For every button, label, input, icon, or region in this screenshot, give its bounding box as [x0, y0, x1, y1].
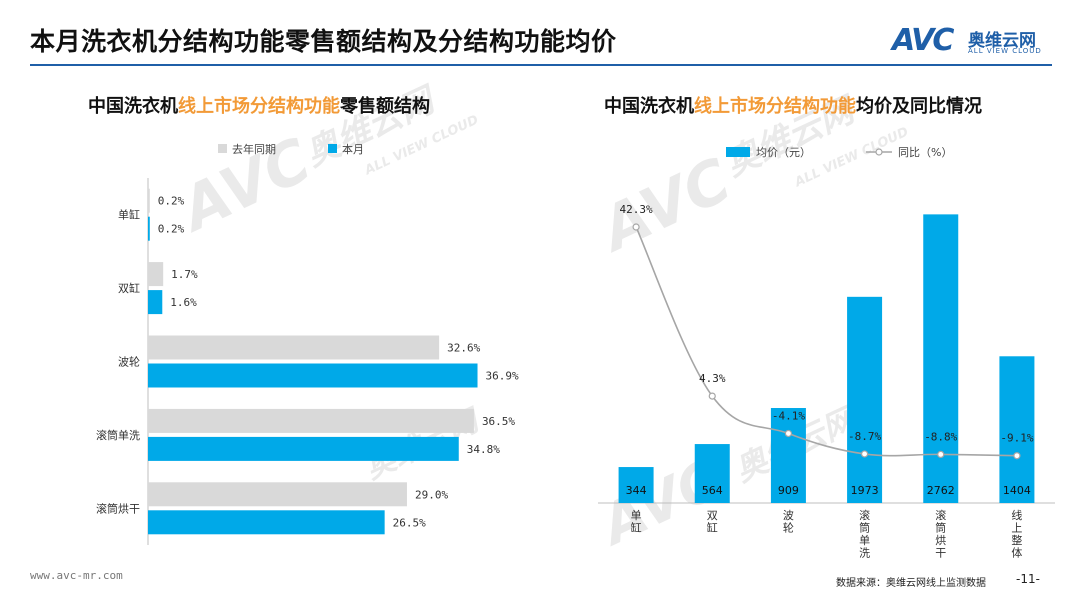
- footer-source: 数据来源：奥维云网线上监测数据: [836, 578, 986, 589]
- label-last-year: 1.7%: [171, 268, 198, 281]
- legend-label-yoy: 同比（%）: [898, 146, 952, 159]
- bar-avg-price: [923, 214, 959, 503]
- page-number: -11-: [1016, 572, 1040, 586]
- right-chart-title-part3: 均价及同比情况: [856, 96, 982, 117]
- right-category-label: 波: [783, 509, 794, 522]
- bar-last-year: [148, 188, 150, 213]
- logo-mark: AVC: [892, 23, 954, 58]
- label-this-month: 1.6%: [170, 296, 197, 309]
- label-this-month: 36.9%: [486, 370, 519, 383]
- right-category-label: 轮: [783, 521, 794, 535]
- left-category-label: 滚筒单洗: [96, 428, 140, 442]
- right-category-label: 洗: [859, 547, 870, 560]
- left-chart-title-part1: 中国洗衣机: [88, 96, 178, 117]
- right-category-label: 缸: [707, 521, 718, 535]
- right-category-label: 单: [859, 534, 870, 547]
- left-category-label: 单缸: [118, 208, 140, 222]
- bar-avg-price: [618, 467, 654, 503]
- right-chart-title-part1: 中国洗衣机: [604, 96, 694, 117]
- right-chart-title: 中国洗衣机线上市场分结构功能均价及同比情况: [604, 92, 982, 118]
- bar-this-month: [148, 216, 150, 241]
- right-category-label: 整: [1011, 533, 1022, 547]
- right-category-label: 上: [1011, 522, 1022, 535]
- yoy-point: [860, 450, 869, 458]
- left-category-label: 滚筒烘干: [96, 501, 140, 515]
- label-yoy: -4.1%: [772, 409, 805, 422]
- yoy-point: [632, 223, 640, 231]
- label-yoy: -8.8%: [924, 430, 957, 443]
- label-this-month: 34.8%: [467, 443, 500, 456]
- legend-swatch-this-month: [328, 144, 337, 153]
- right-category-label: 烘: [935, 533, 946, 547]
- yoy-point: [1013, 452, 1021, 460]
- right-category-label: 滚: [859, 508, 870, 522]
- label-avg-price: 2762: [927, 484, 955, 497]
- left-category-label: 双缸: [118, 281, 140, 295]
- right-category-label: 双: [707, 509, 718, 522]
- legend-swatch-avg-price: [726, 147, 750, 157]
- label-yoy: 4.3%: [699, 372, 726, 385]
- yoy-point: [708, 392, 716, 400]
- label-this-month: 0.2%: [158, 223, 185, 236]
- label-avg-price: 1973: [851, 484, 879, 497]
- right-category-label: 单: [631, 509, 642, 522]
- left-chart-title-highlight: 线上市场分结构功能: [178, 96, 340, 117]
- label-last-year: 29.0%: [415, 488, 448, 501]
- bar-last-year: [148, 262, 164, 287]
- right-category-label: 筒: [859, 521, 870, 535]
- label-yoy: -8.7%: [848, 430, 881, 443]
- yoy-point: [937, 450, 945, 458]
- label-avg-price: 1404: [1003, 484, 1031, 497]
- right-chart-title-highlight: 线上市场分结构功能: [694, 96, 856, 117]
- label-last-year: 32.6%: [447, 342, 480, 355]
- legend-swatch-last-year: [218, 144, 227, 153]
- page-title: 本月洗衣机分结构功能零售额结构及分结构功能均价: [30, 27, 617, 56]
- label-avg-price: 909: [778, 484, 799, 497]
- label-avg-price: 564: [702, 484, 723, 497]
- yoy-point: [784, 429, 793, 438]
- yoy-line: [635, 226, 1017, 457]
- right-category-label: 缸: [631, 521, 642, 535]
- footer-url: www.avc-mr.com: [30, 569, 123, 582]
- bar-this-month: [148, 290, 163, 315]
- bar-avg-price: [847, 296, 883, 503]
- right-category-label: 体: [1011, 546, 1022, 560]
- legend-label-avg-price: 均价（元）: [756, 146, 811, 159]
- logo-name-cn: 奥维云网: [968, 31, 1036, 51]
- label-yoy: -9.1%: [1000, 432, 1033, 445]
- legend-label-last-year: 去年同期: [232, 142, 276, 156]
- bar-last-year: [148, 482, 407, 507]
- label-last-year: 36.5%: [482, 415, 515, 428]
- bar-last-year: [148, 408, 474, 433]
- bar-avg-price: [999, 356, 1035, 503]
- bar-avg-price: [770, 408, 806, 503]
- brand-logo: AVC 奥维云网 ALL VIEW CLOUD: [892, 24, 1062, 60]
- legend-marker-yoy: [875, 148, 883, 156]
- bar-this-month: [148, 510, 385, 535]
- right-category-label: 干: [935, 547, 946, 560]
- left-category-label: 波轮: [118, 355, 140, 369]
- label-yoy: 42.3%: [620, 203, 653, 216]
- label-avg-price: 344: [626, 484, 647, 497]
- legend-label-this-month: 本月: [342, 142, 364, 156]
- bar-this-month: [148, 363, 478, 388]
- left-chart-title-part3: 零售额结构: [340, 96, 430, 117]
- left-chart-title: 中国洗衣机线上市场分结构功能零售额结构: [88, 92, 430, 118]
- logo-name-en: ALL VIEW CLOUD: [968, 47, 1042, 55]
- bar-avg-price: [694, 444, 730, 503]
- right-category-label: 滚: [935, 508, 946, 522]
- bar-this-month: [148, 436, 459, 461]
- right-category-label: 线: [1011, 508, 1022, 522]
- label-last-year: 0.2%: [158, 195, 185, 208]
- right-category-label: 筒: [935, 521, 946, 535]
- title-divider: [30, 64, 1052, 66]
- bar-last-year: [148, 335, 440, 360]
- label-this-month: 26.5%: [393, 516, 426, 529]
